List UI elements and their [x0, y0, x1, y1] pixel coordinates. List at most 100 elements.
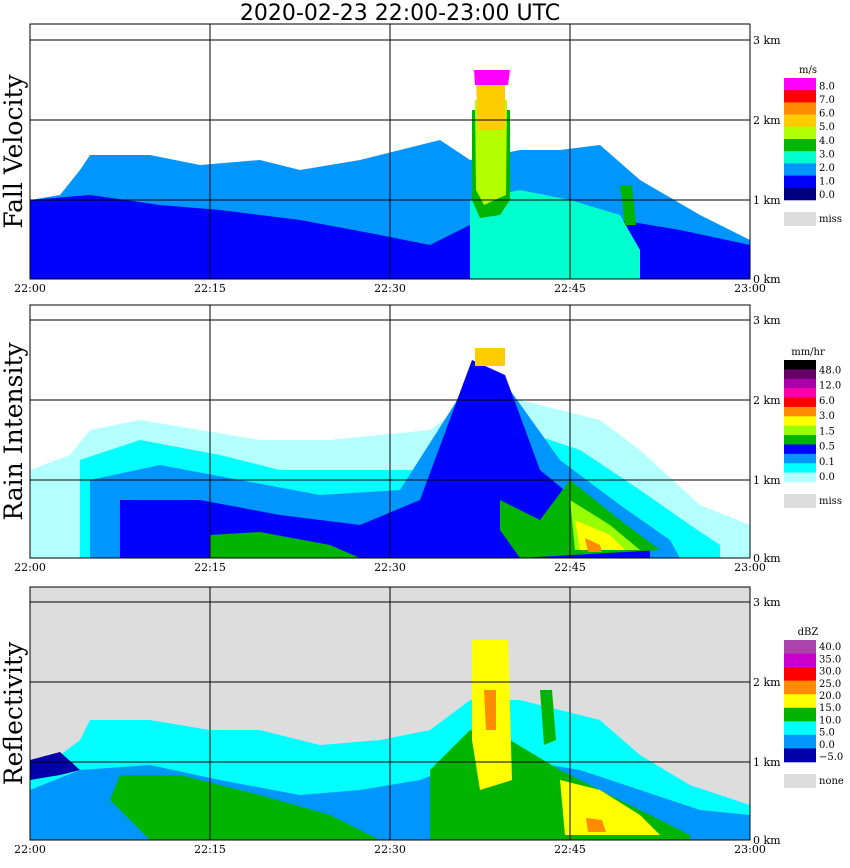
rain-intensity-frame: [29, 304, 751, 559]
reflectivity-legend-label: 15.0: [819, 703, 841, 714]
rain-intensity-legend-swatch: [784, 378, 816, 389]
reflectivity-xtick-label: 22:30: [374, 843, 406, 856]
reflectivity-echo-region: [30, 752, 80, 780]
rain-intensity-echo-region: [475, 348, 505, 366]
reflectivity-xtick-label: 22:45: [554, 843, 586, 856]
fall-velocity-echo-region: [620, 185, 636, 225]
reflectivity-xtick-label: 22:00: [14, 843, 46, 856]
reflectivity-legend-swatch: [784, 667, 816, 681]
fall-velocity-xtick-label: 23:00: [734, 282, 766, 295]
fall-velocity-ytick-label: 3 km: [753, 34, 781, 47]
rain-intensity-legend-swatch: [784, 406, 816, 417]
reflectivity-legend-miss-swatch: [784, 774, 816, 788]
reflectivity-legend-label: −5.0: [819, 752, 843, 763]
chart-title: 2020-02-23 22:00-23:00 UTC: [239, 1, 561, 26]
rain-intensity-legend-swatch: [784, 360, 816, 370]
fall-velocity-legend-swatch: [784, 102, 816, 115]
rain-intensity-legend-label: 3.0: [819, 411, 835, 422]
reflectivity-xtick-label: 22:15: [194, 843, 226, 856]
fall-velocity-ytick-label: 2 km: [753, 114, 781, 127]
rain-intensity-echo-region: [210, 532, 360, 558]
fall-velocity-panel: Fall Velocity 22:00 22:15 22:30 22:45 23:000 …: [0, 23, 842, 295]
rain-intensity-ytick-label: 2 km: [753, 394, 781, 407]
reflectivity-legend-swatch: [784, 734, 816, 749]
reflectivity-legend-label: 25.0: [819, 679, 841, 690]
rain-intensity-echo-region: [120, 360, 650, 558]
fall-velocity-xtick-label: 22:00: [14, 282, 46, 295]
fall-velocity-frame: [29, 23, 751, 280]
rain-intensity-legend-swatch: [784, 453, 816, 464]
fall-velocity-legend-label: 5.0: [819, 122, 835, 133]
fall-velocity-legend-label: 6.0: [819, 109, 835, 120]
reflectivity-legend-swatch: [784, 707, 816, 722]
fall-velocity-legend-unit: m/s: [799, 65, 817, 76]
fall-velocity-legend-label: 8.0: [819, 82, 835, 93]
fall-velocity-legend-swatch: [784, 78, 816, 91]
fall-velocity-legend-swatch: [784, 139, 816, 152]
reflectivity-legend-miss-label: none: [819, 776, 844, 787]
fall-velocity-legend-label: 2.0: [819, 163, 835, 174]
reflectivity-ytick-label: 0 km: [753, 834, 781, 847]
reflectivity-echo-region: [540, 690, 556, 745]
reflectivity-echo-region: [586, 818, 606, 832]
reflectivity-echo-region: [484, 690, 496, 730]
fall-velocity-legend-miss-label: miss: [819, 214, 842, 225]
rain-intensity-ytick-label: 3 km: [753, 314, 781, 327]
fall-velocity-xtick-label: 22:45: [554, 282, 586, 295]
rain-intensity-legend-label: 1.5: [819, 426, 835, 437]
rain-intensity-legend-swatch: [784, 416, 816, 426]
rain-intensity-legend-swatch: [784, 444, 816, 455]
fall-velocity-legend-label: 7.0: [819, 95, 835, 106]
rain-intensity-legend-unit: mm/hr: [791, 347, 825, 358]
rain-intensity-legend-swatch: [784, 435, 816, 445]
fall-velocity-legend-swatch: [784, 90, 816, 103]
fall-velocity-echo-region: [476, 80, 505, 130]
reflectivity-legend-label: 10.0: [819, 715, 841, 726]
fall-velocity-legend-swatch: [784, 163, 816, 176]
fall-velocity-legend-label: 4.0: [819, 136, 835, 147]
rain-intensity-xtick-label: 22:45: [554, 561, 586, 574]
reflectivity-legend-label: 0.0: [819, 740, 835, 751]
reflectivity-legend-swatch: [784, 694, 816, 709]
rain-intensity-echo-region: [585, 538, 602, 552]
fall-velocity-legend-label: 0.0: [819, 190, 835, 201]
rain-intensity-ytick-label: 0 km: [753, 552, 781, 565]
rain-intensity-ytick-label: 1 km: [753, 474, 781, 487]
rain-intensity-legend-label: 0.0: [819, 472, 835, 483]
rain-intensity-legend-label: 48.0: [819, 365, 841, 376]
rain-intensity-xtick-label: 22:30: [374, 561, 406, 574]
reflectivity-legend-label: 5.0: [819, 728, 835, 739]
fall-velocity-legend-swatch: [784, 151, 816, 164]
reflectivity-echo-region: [110, 775, 380, 840]
rain-intensity-legend-swatch: [784, 397, 816, 408]
fall-velocity-ylabel: Fall Velocity: [0, 73, 28, 228]
fall-velocity-echo-region: [470, 190, 640, 279]
rain-intensity-legend-label: 12.0: [819, 381, 841, 392]
fall-velocity-legend-swatch: [784, 175, 816, 189]
reflectivity-ytick-label: 1 km: [753, 756, 781, 769]
reflectivity-legend-swatch: [784, 640, 816, 654]
reflectivity-ytick-label: 2 km: [753, 676, 781, 689]
reflectivity-legend-label: 30.0: [819, 667, 841, 678]
rain-intensity-legend-swatch: [784, 369, 816, 380]
reflectivity-ytick-label: 3 km: [753, 596, 781, 609]
fall-velocity-legend-swatch: [784, 114, 816, 128]
reflectivity-panel: Reflectivity 22:00 22:15 22:30 22:45 23:000 k…: [0, 586, 844, 856]
fall-velocity-legend-swatch: [784, 187, 816, 201]
rain-intensity-legend-swatch: [784, 388, 816, 398]
fall-velocity-ytick-label: 0 km: [753, 273, 781, 286]
reflectivity-xtick-label: 23:00: [734, 843, 766, 856]
reflectivity-legend-swatch: [784, 653, 816, 668]
rain-intensity-legend-label: 6.0: [819, 396, 835, 407]
reflectivity-frame: [29, 586, 751, 841]
fall-velocity-xtick-label: 22:30: [374, 282, 406, 295]
rain-intensity-legend-swatch: [784, 425, 816, 436]
fall-velocity-legend-miss-swatch: [784, 212, 816, 226]
rain-intensity-xtick-label: 23:00: [734, 561, 766, 574]
rain-intensity-xtick-label: 22:15: [194, 561, 226, 574]
reflectivity-legend-swatch: [784, 680, 816, 695]
fall-velocity-xtick-label: 22:15: [194, 282, 226, 295]
rain-intensity-xtick-label: 22:00: [14, 561, 46, 574]
